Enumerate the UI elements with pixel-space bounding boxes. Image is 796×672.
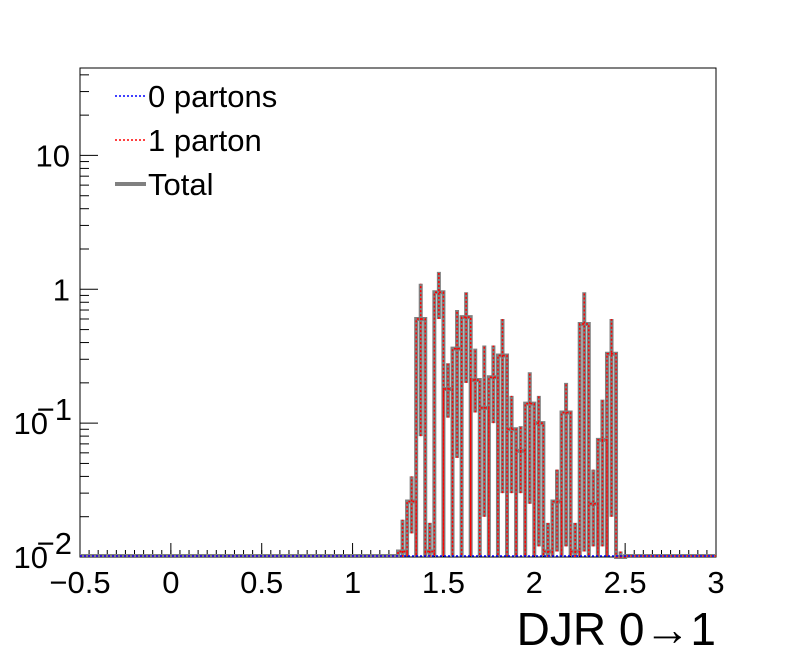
x-tick-label: 1.5 [422,565,465,600]
y-tick-label: 10 [14,540,48,575]
histogram-line [80,290,716,559]
legend: 0 partons 1 parton Total [115,79,277,202]
y-tick-label: 10 [36,138,70,173]
legend-label: 1 parton [148,123,262,158]
legend-entry: 0 partons [115,79,277,114]
y-tick-label: 10 [14,406,48,441]
histogram-line [80,291,716,558]
series-1-parton [80,271,716,558]
x-tick-label: 0 [162,565,179,600]
y-tick-label: 1 [53,272,70,307]
legend-entry: 1 parton [115,123,262,158]
x-tick-label: 1 [344,565,361,600]
y-tick-exponent: −1 [37,392,72,427]
legend-label: Total [148,167,213,202]
x-tick-label: 2 [526,565,543,600]
x-tick-label: 0.5 [240,565,283,600]
x-axis-label: DJR 0→1 [517,603,716,655]
series-layer [80,271,716,559]
legend-label: 0 partons [148,79,277,114]
legend-entry: Total [115,167,213,202]
series-total [80,271,716,559]
x-tick-label: 3 [707,565,724,600]
x-tick-label: −0.5 [49,565,110,600]
x-tick-label: 2.5 [604,565,647,600]
y-tick-exponent: −2 [37,526,72,561]
